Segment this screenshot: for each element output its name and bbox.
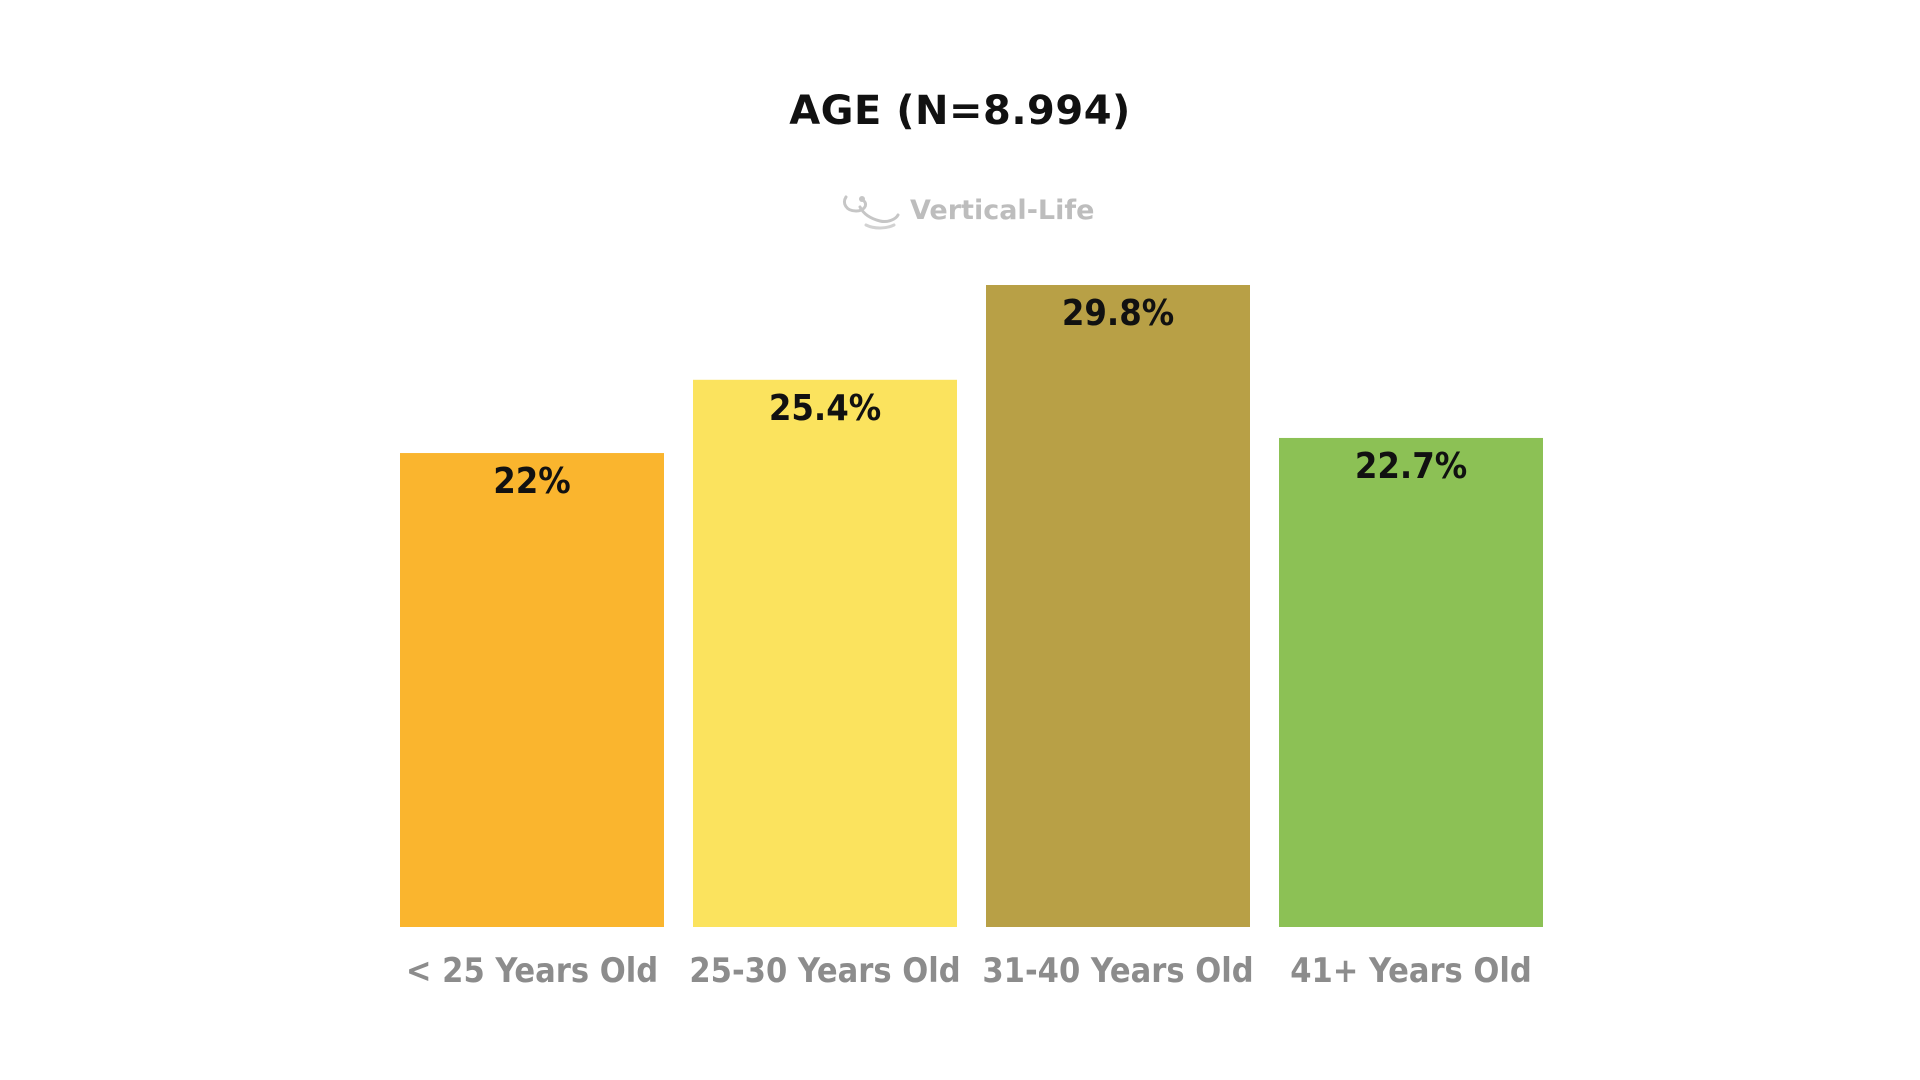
bar-1	[400, 453, 664, 927]
bar-value-label: 29.8%	[1062, 293, 1174, 334]
bar-3	[986, 285, 1250, 927]
x-tick-label: 41+ Years Old	[1290, 951, 1532, 991]
brand-watermark: Vertical-Life	[840, 190, 1094, 230]
bar-value-label: 22%	[493, 461, 571, 502]
vertical-life-logo-icon	[842, 195, 900, 230]
x-tick-label: 25-30 Years Old	[689, 951, 960, 991]
bar-value-label: 25.4%	[769, 388, 881, 429]
bar-4	[1279, 437, 1543, 927]
brand-name: Vertical-Life	[910, 194, 1095, 226]
x-tick-label: < 25 Years Old	[406, 951, 658, 991]
x-tick-label: 31-40 Years Old	[982, 951, 1253, 991]
bar-value-label: 22.7%	[1355, 446, 1467, 487]
chart-title: AGE (N=8.994)	[789, 88, 1131, 134]
bar-2	[693, 379, 957, 927]
